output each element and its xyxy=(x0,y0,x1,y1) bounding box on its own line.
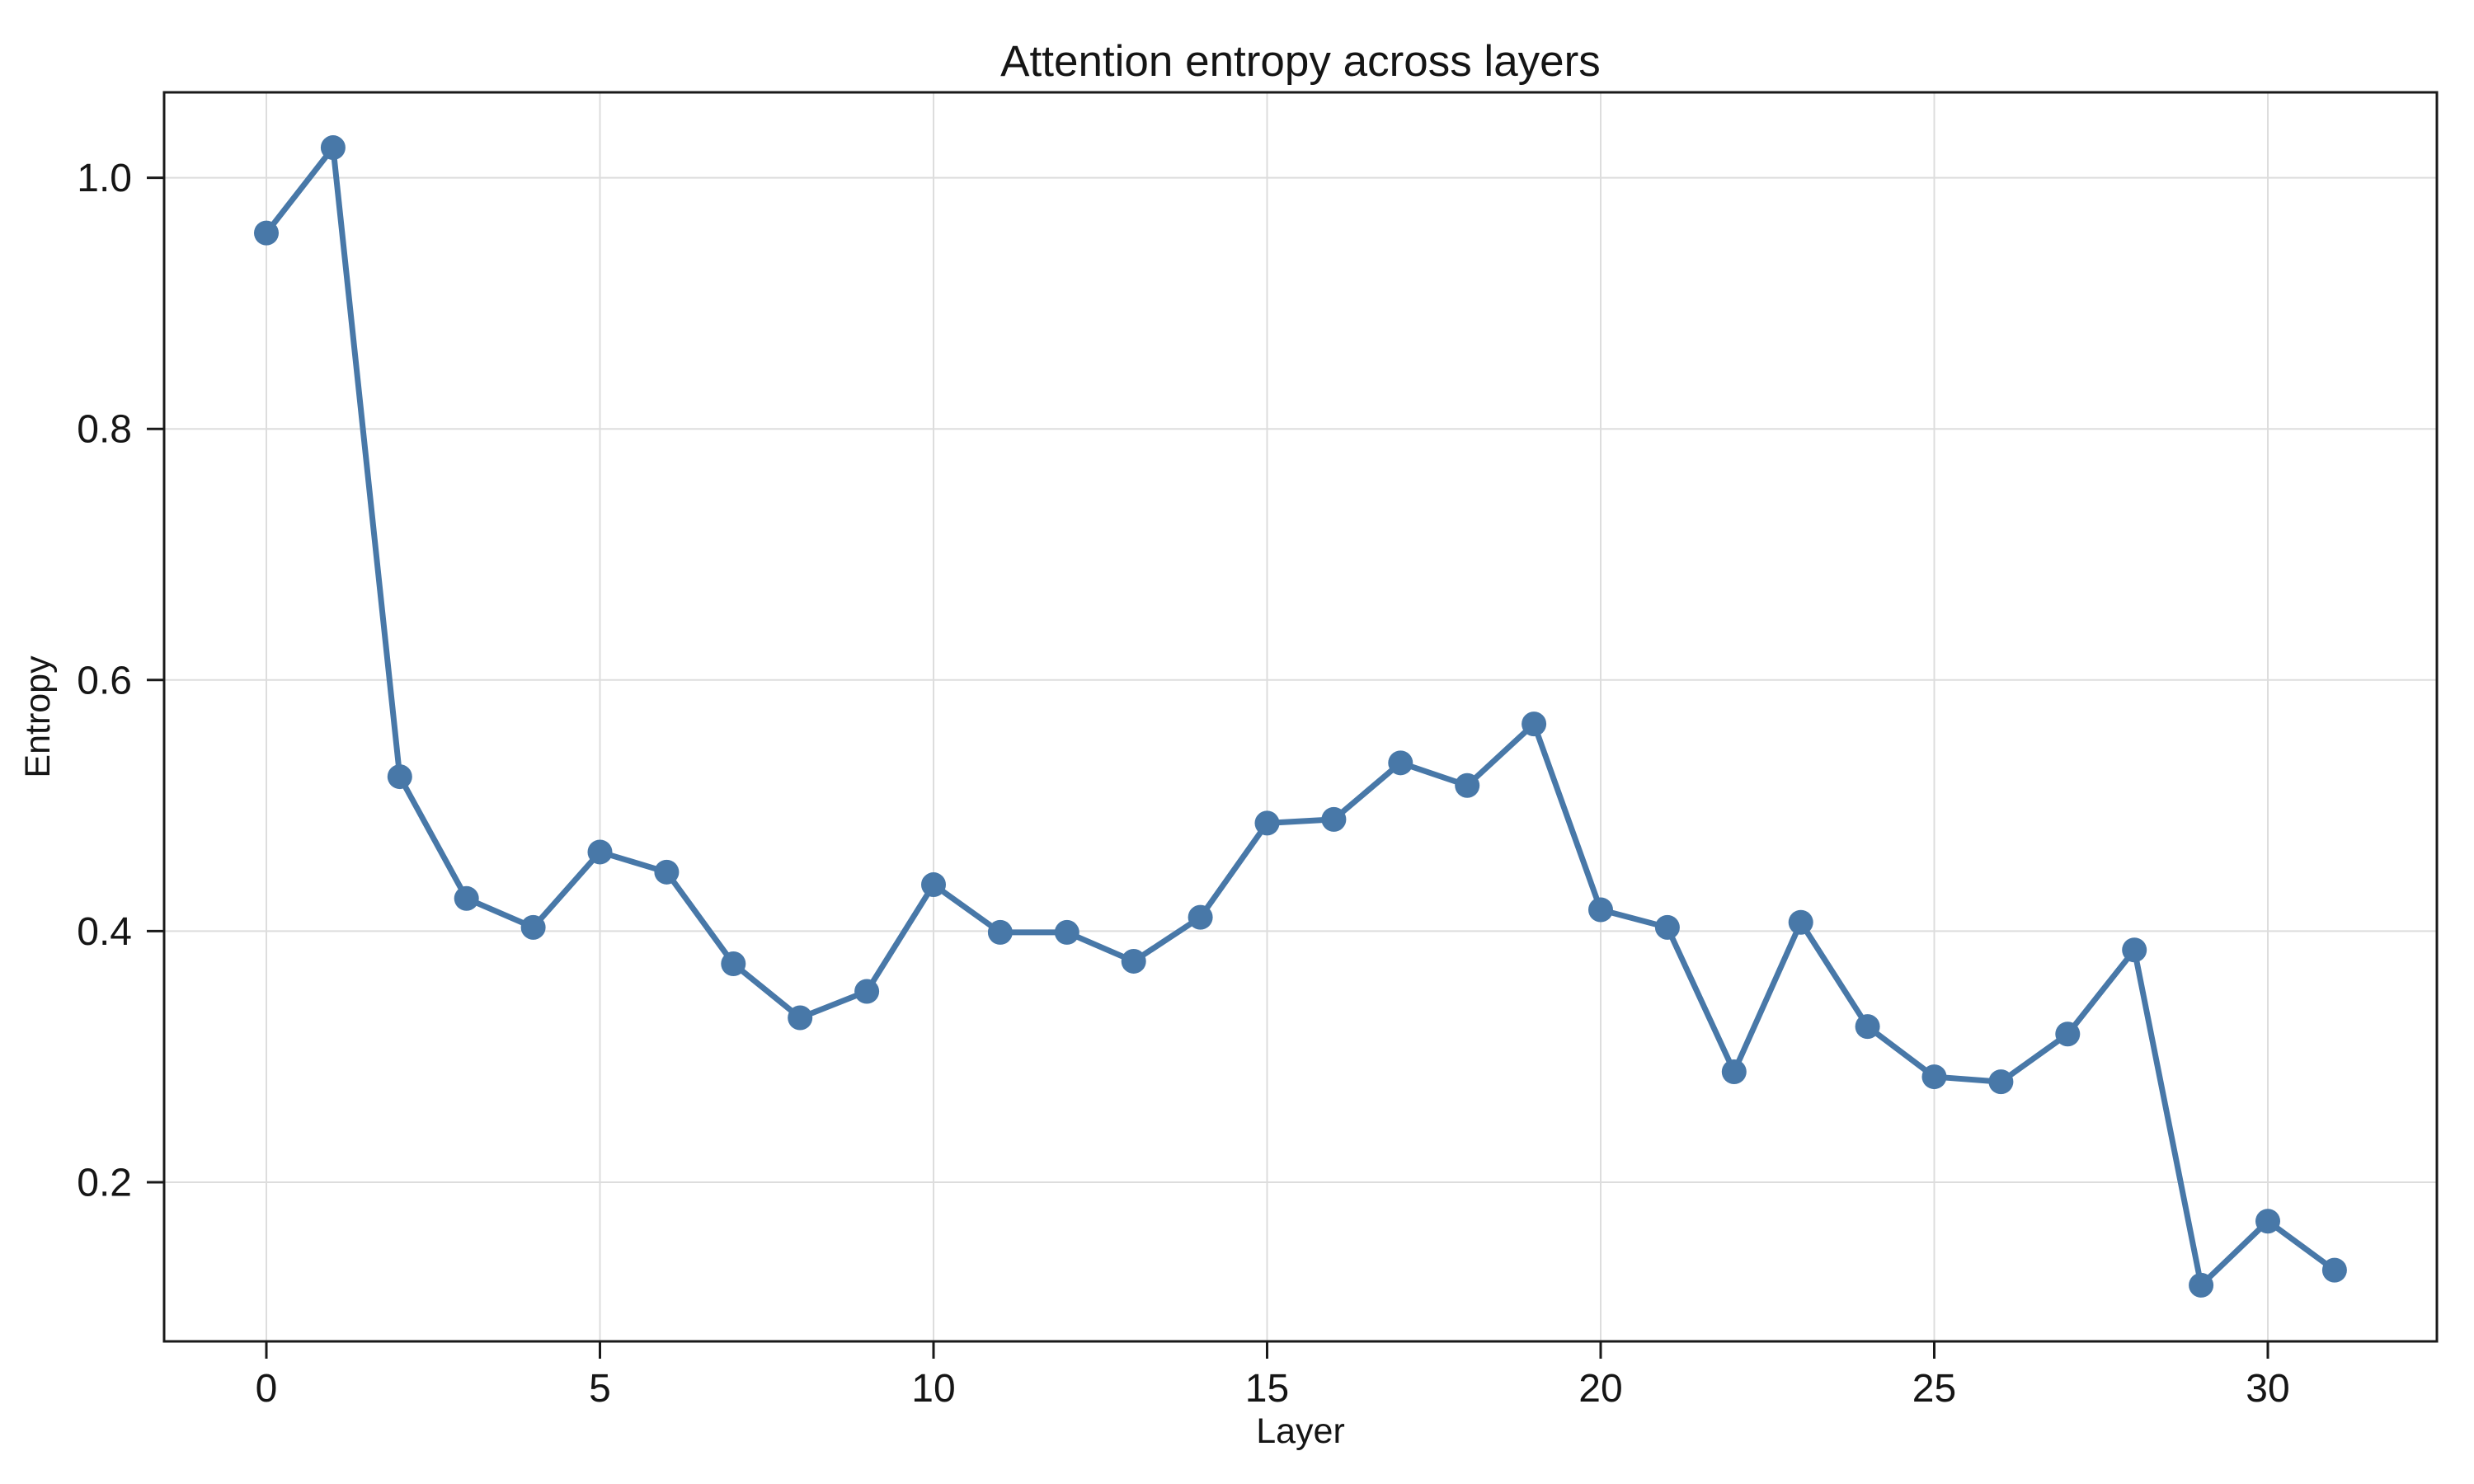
svg-text:30: 30 xyxy=(2246,1367,2289,1411)
svg-text:10: 10 xyxy=(911,1367,955,1411)
svg-text:1.0: 1.0 xyxy=(77,157,132,200)
svg-text:25: 25 xyxy=(1912,1367,1956,1411)
svg-text:0: 0 xyxy=(256,1367,278,1411)
svg-text:5: 5 xyxy=(589,1367,611,1411)
svg-text:0.4: 0.4 xyxy=(77,910,132,954)
svg-text:15: 15 xyxy=(1245,1367,1289,1411)
svg-text:Attention entropy across layer: Attention entropy across layers xyxy=(1000,37,1601,86)
svg-text:0.6: 0.6 xyxy=(77,659,132,702)
svg-text:Entropy: Entropy xyxy=(18,655,58,778)
svg-text:20: 20 xyxy=(1578,1367,1622,1411)
svg-text:0.8: 0.8 xyxy=(77,408,132,452)
svg-text:0.2: 0.2 xyxy=(77,1162,132,1205)
svg-text:Layer: Layer xyxy=(1256,1411,1345,1451)
